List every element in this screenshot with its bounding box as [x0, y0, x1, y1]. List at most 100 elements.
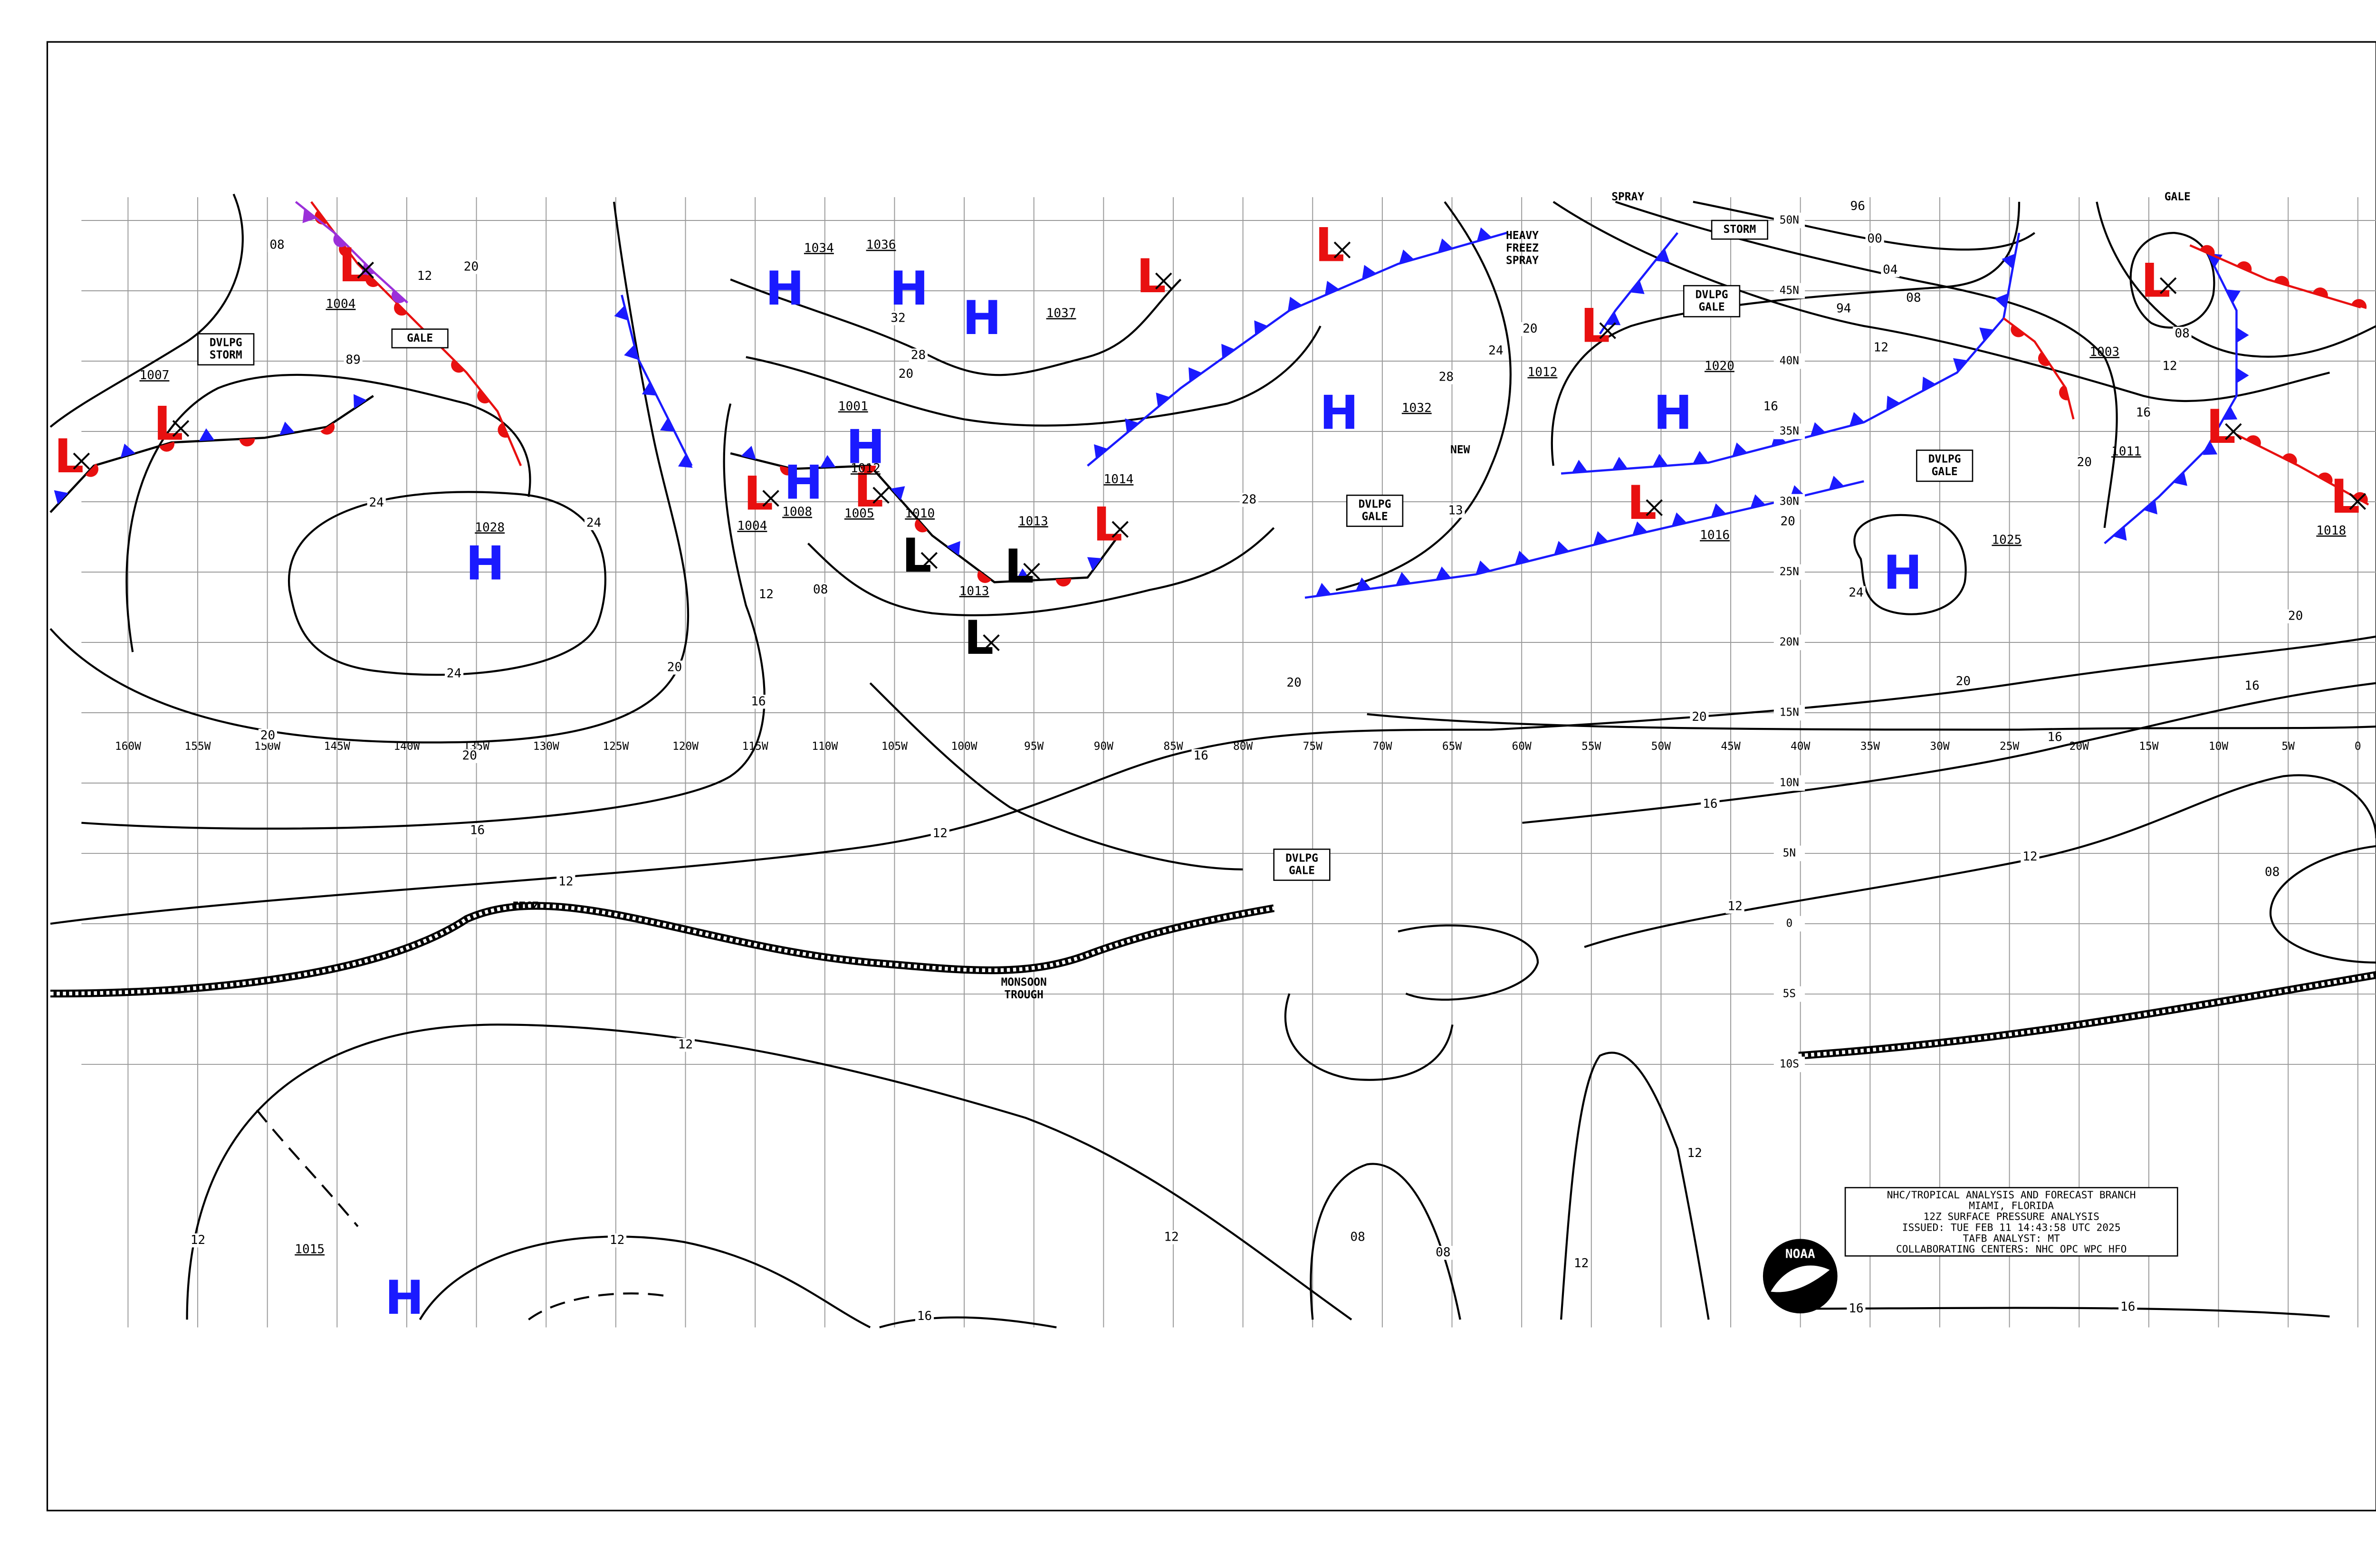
- isobar-label: 08: [813, 583, 828, 597]
- latitude-label: 50N: [1780, 214, 1799, 226]
- latitude-label-bg: [1773, 283, 1805, 299]
- cold-front-pip: [1315, 583, 1332, 596]
- latitude-label-bg: [1773, 775, 1805, 791]
- pressure-center: L: [2141, 254, 2170, 308]
- central-pressure: 1004: [737, 519, 767, 533]
- isobar: [1551, 201, 2021, 466]
- isobar: [81, 403, 766, 830]
- front-line: [2002, 317, 2075, 420]
- isobar-label: 08: [1436, 1245, 1450, 1260]
- isobar: [419, 1235, 871, 1329]
- pressure-center: L: [744, 467, 773, 521]
- front-line: [2189, 244, 2361, 309]
- feature-box: [1916, 449, 1974, 482]
- feature-label: FREEZ: [1506, 242, 1539, 254]
- cold-front-pip: [54, 490, 68, 505]
- isobar-label-bg: [757, 587, 776, 602]
- isobar: [2096, 201, 2376, 358]
- isobar-label: 16: [2047, 730, 2062, 744]
- isobar-label: 12: [2162, 359, 2177, 373]
- central-pressure: 1014: [1103, 472, 1133, 487]
- warm-front-pip: [85, 463, 99, 477]
- frame: [46, 41, 2376, 1511]
- isobar-label-bg: [1434, 1246, 1453, 1260]
- isobar-label-bg: [2286, 609, 2305, 623]
- longitude-label: 25W: [2000, 740, 2020, 753]
- isobar-label: 08: [269, 238, 284, 252]
- warm-front-pip: [860, 465, 876, 474]
- isobar-label-bg: [1761, 400, 1780, 414]
- cold-front-pip: [354, 394, 367, 409]
- pressure-center: L: [1005, 540, 1034, 594]
- center-cross: [2159, 277, 2177, 294]
- feature-label: DVLPG: [1359, 498, 1391, 510]
- isobar-label: 04: [1883, 263, 1897, 277]
- cold-front-pip: [946, 541, 960, 556]
- feature-box: [197, 333, 255, 366]
- isobar-label: 13: [1448, 503, 1463, 517]
- isobar-label: 08: [2265, 865, 2280, 880]
- longitude-label: 155W: [185, 740, 211, 753]
- isobar-label: 12: [678, 1037, 693, 1052]
- longitude-label: 65W: [1442, 740, 1462, 753]
- isobar-label-bg: [2118, 1300, 2137, 1314]
- cold-front-pip: [624, 344, 638, 360]
- isobar-label: 24: [586, 516, 601, 530]
- isobar-label-bg: [461, 260, 481, 274]
- info-line: NHC/TROPICAL ANALYSIS AND FORECAST BRANC…: [1887, 1189, 2136, 1201]
- center-cross: [872, 487, 890, 504]
- center-cross: [357, 261, 374, 279]
- warm-front-pip: [914, 518, 928, 533]
- feature-label: GALE: [1932, 466, 1958, 478]
- longitude-label: 120W: [672, 740, 699, 753]
- pressure-center: L: [1136, 249, 1166, 304]
- isobar-label: 12: [1687, 1146, 1702, 1160]
- pressure-center: H: [1320, 386, 1359, 440]
- cold-front-pip: [1188, 367, 1202, 382]
- center-cross: [983, 634, 1000, 651]
- latitude-label-bg: [1773, 634, 1805, 650]
- isobar: [1398, 924, 1539, 1001]
- latitude-label-bg: [1773, 916, 1805, 932]
- isobar-label: 12: [610, 1233, 624, 1247]
- isobar: [50, 635, 2376, 925]
- info-line: COLLABORATING CENTERS: NHC OPC WPC HFO: [1896, 1243, 2127, 1255]
- front-line: [2104, 248, 2238, 545]
- isobar-label-bg: [1486, 344, 1505, 358]
- cold-front-pip: [1475, 560, 1491, 574]
- central-pressure: 1016: [1700, 528, 1730, 543]
- cold-front-pip: [120, 443, 136, 458]
- latitude-label: 5S: [1783, 988, 1796, 1000]
- isobar-label-bg: [584, 516, 604, 530]
- feature-label: ITCZ: [512, 900, 538, 913]
- longitude-label: 160W: [115, 740, 141, 753]
- isobar-label: 20: [899, 367, 913, 381]
- feature-label: GALE: [407, 332, 433, 344]
- central-pressure: 1013: [1018, 514, 1048, 528]
- warm-front-pip: [498, 422, 509, 438]
- isobar-label-bg: [915, 1309, 934, 1324]
- cold-front-pip: [302, 209, 316, 223]
- info-line: 12Z SURFACE PRESSURE ANALYSIS: [1923, 1211, 2099, 1223]
- isobar-label-bg: [1954, 674, 1973, 689]
- cold-front-pip: [1655, 249, 1670, 263]
- center-cross: [73, 452, 90, 470]
- cold-front-pip: [1612, 457, 1628, 470]
- front-line: [49, 395, 374, 513]
- cold-front-pip: [1632, 521, 1648, 535]
- isobar-label: 16: [751, 694, 766, 708]
- cold-front-pip: [1221, 344, 1235, 359]
- isobar-label-bg: [1437, 370, 1456, 384]
- feature-label: MONSOON: [1001, 976, 1046, 989]
- longitude-label: 50W: [1651, 740, 1671, 753]
- isobar-label-bg: [2021, 850, 2040, 864]
- warm-front-pip: [315, 210, 327, 225]
- cold-front-pip: [660, 418, 675, 432]
- latitude-label-bg: [1773, 705, 1805, 721]
- pressure-center: L: [1315, 219, 1344, 273]
- cold-front-pip: [1254, 320, 1268, 335]
- longitude-label: 15W: [2139, 740, 2159, 753]
- isobar-label: 94: [1836, 302, 1851, 316]
